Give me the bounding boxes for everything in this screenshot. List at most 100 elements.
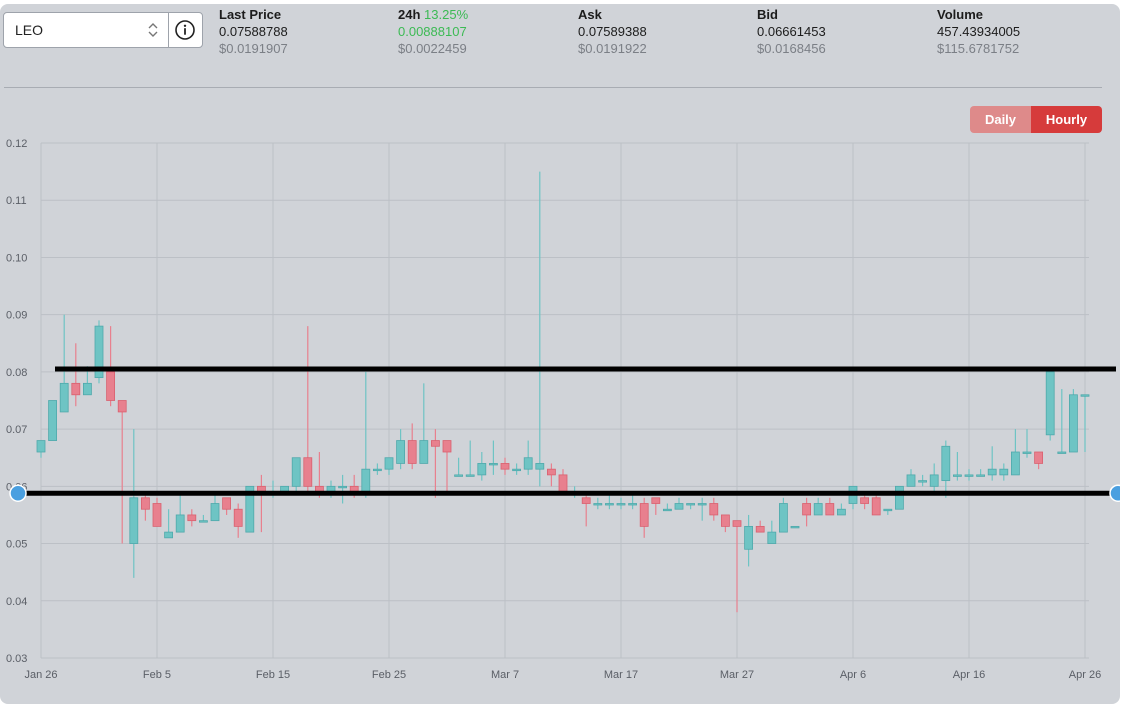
candle-body xyxy=(129,497,139,544)
x-tick-label: Feb 15 xyxy=(256,669,290,681)
stat-usd-value: $0.0191907 xyxy=(219,41,288,56)
stat-value: 0.06661453 xyxy=(757,24,826,39)
x-tick-label: Feb 25 xyxy=(372,669,406,681)
x-tick-label: Jan 26 xyxy=(24,669,57,681)
x-tick-label: Feb 5 xyxy=(143,669,171,681)
x-tick-label: Mar 17 xyxy=(604,669,638,681)
candle-body xyxy=(361,468,371,493)
candle-body xyxy=(941,445,951,482)
candle-body xyxy=(477,463,487,476)
candle-body xyxy=(1057,451,1067,454)
stat-usd-value: $115.6781752 xyxy=(937,41,1020,56)
line-handle-right[interactable] xyxy=(1109,484,1120,502)
stat-24h: 24h 13.25% 0.00888107 $0.0022459 xyxy=(398,6,468,57)
y-tick-label: 0.04 xyxy=(6,596,27,608)
candle-body xyxy=(419,440,429,464)
stat-usd-value: $0.0168456 xyxy=(757,41,826,56)
candle-body xyxy=(918,480,927,483)
candle-body xyxy=(187,514,197,522)
candle-body xyxy=(164,531,174,539)
candle-body xyxy=(71,382,81,396)
y-tick-label: 0.11 xyxy=(6,195,27,207)
stat-label: Bid xyxy=(757,7,778,22)
info-icon[interactable] xyxy=(174,19,196,41)
market-selector[interactable]: LEO xyxy=(3,12,203,48)
y-tick-label: 0.03 xyxy=(6,653,27,665)
candle-body xyxy=(605,503,614,506)
candle-body xyxy=(535,463,545,470)
candle-body xyxy=(48,400,57,441)
candle-body xyxy=(860,497,869,504)
candle-body xyxy=(152,503,162,527)
stat-ask: Ask 0.07589388 $0.0191922 xyxy=(578,6,647,57)
daily-button[interactable]: Daily xyxy=(970,106,1031,133)
candle-body xyxy=(1022,451,1032,454)
stat-value: 457.43934005 xyxy=(937,24,1021,39)
y-tick-label: 0.08 xyxy=(6,367,27,379)
stat-change-percent: 13.25% xyxy=(424,7,469,22)
candle-body xyxy=(512,468,521,472)
y-tick-label: 0.05 xyxy=(6,539,27,551)
candle-body xyxy=(616,503,626,506)
y-tick-label: 0.07 xyxy=(6,424,27,436)
candle-body xyxy=(558,474,568,493)
candle-body xyxy=(106,371,115,401)
candle-body xyxy=(454,474,464,477)
line-handle-left[interactable] xyxy=(9,484,27,502)
stat-usd-value: $0.0191922 xyxy=(578,41,647,56)
candle-body xyxy=(802,503,811,516)
candle-body xyxy=(651,497,661,504)
candle-body xyxy=(581,497,591,504)
candle-body xyxy=(895,485,904,510)
candlestick-chart[interactable]: 0.120.110.100.090.080.070.060.050.040.03… xyxy=(0,4,1120,704)
x-tick-label: Apr 26 xyxy=(1069,669,1101,681)
candle-body xyxy=(430,440,440,447)
stat-value: 0.07588788 xyxy=(219,24,288,39)
candle-body xyxy=(303,457,313,487)
stat-label: Last Price xyxy=(219,7,282,22)
candle-body xyxy=(674,503,684,510)
candle-body xyxy=(83,382,92,396)
y-tick-label: 0.12 xyxy=(6,138,27,150)
candle-body xyxy=(233,508,243,527)
stat-label: Volume xyxy=(937,7,983,22)
market-selector-value: LEO xyxy=(15,22,44,38)
candle-body xyxy=(825,503,835,516)
candle-body xyxy=(953,474,962,477)
candle-body xyxy=(222,497,232,510)
candle-body xyxy=(175,514,185,533)
x-tick-label: Apr 6 xyxy=(840,669,866,681)
candle-body xyxy=(767,531,777,544)
x-tick-label: Mar 27 xyxy=(720,669,754,681)
stat-label: 24h xyxy=(398,7,421,22)
hourly-button[interactable]: Hourly xyxy=(1031,106,1102,133)
candle-body xyxy=(442,440,452,453)
x-tick-label: Mar 7 xyxy=(491,669,519,681)
y-tick-label: 0.09 xyxy=(6,310,27,322)
candle-body xyxy=(883,508,893,512)
candle-body xyxy=(790,525,800,529)
x-tick-label: Apr 16 xyxy=(953,669,985,681)
candle-body xyxy=(117,400,127,413)
candle-body xyxy=(1069,394,1078,453)
candle-body xyxy=(663,508,672,512)
candle-body xyxy=(697,503,707,506)
stat-usd-value: $0.0022459 xyxy=(398,41,467,56)
candle-body xyxy=(976,474,985,477)
y-tick-label: 0.10 xyxy=(6,252,27,264)
candle-body xyxy=(338,485,348,489)
candle-body xyxy=(547,468,556,476)
candle-body xyxy=(628,503,637,506)
candle-body xyxy=(837,508,846,516)
candle-body xyxy=(36,440,46,453)
candle-body xyxy=(384,457,394,470)
candle-body xyxy=(987,468,997,476)
candle-body xyxy=(488,463,498,466)
stat-value: 0.07589388 xyxy=(578,24,647,39)
candle-body xyxy=(140,497,150,510)
candle-body xyxy=(407,440,417,464)
interval-toggle: Daily Hourly xyxy=(970,106,1102,133)
candle-body xyxy=(779,503,788,533)
candle-body xyxy=(245,485,255,533)
selector-divider xyxy=(168,13,169,47)
